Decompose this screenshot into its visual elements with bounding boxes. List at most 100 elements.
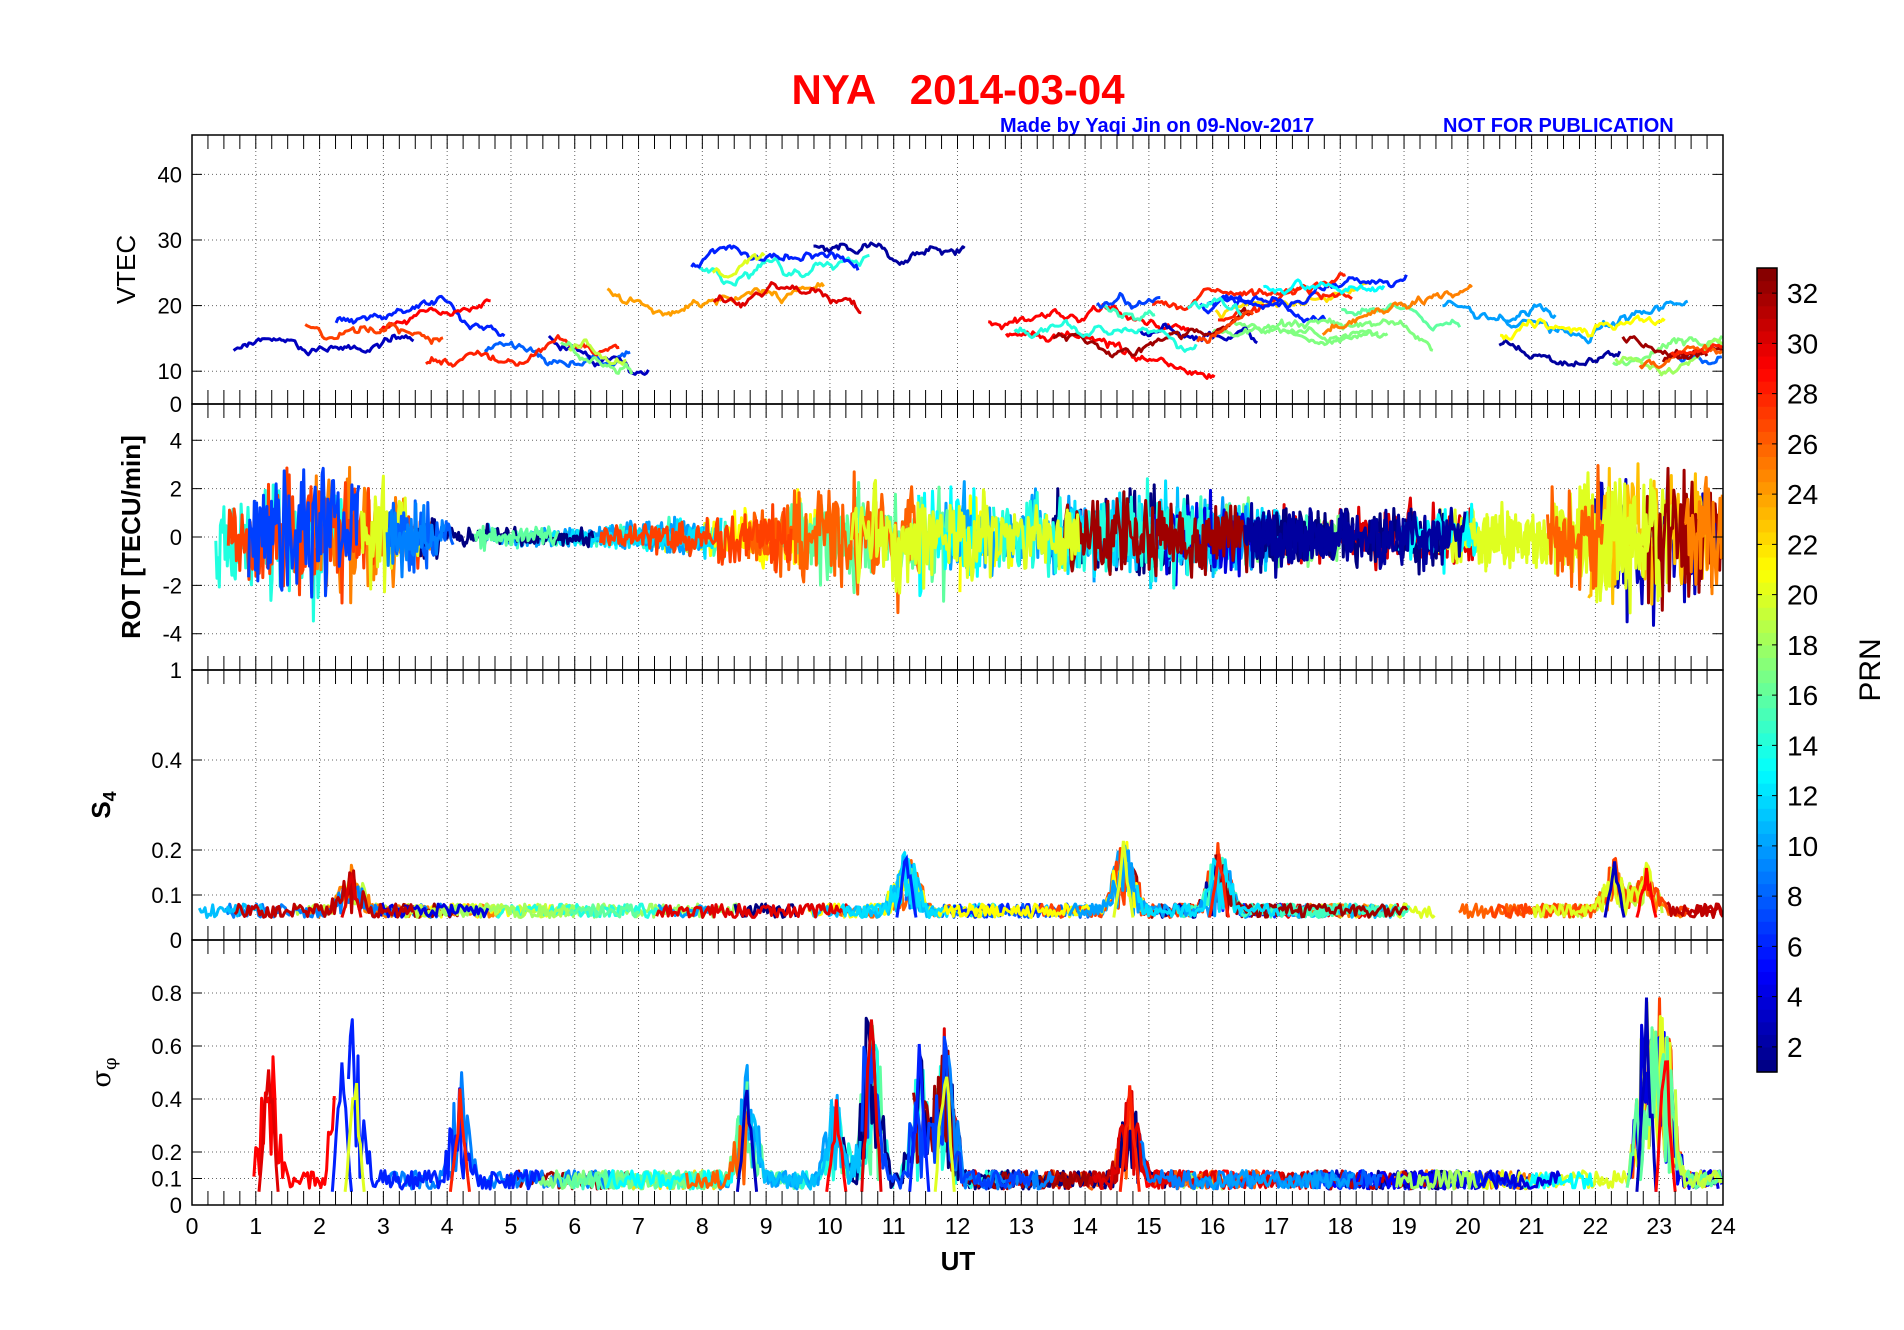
vtec-trace-prn-2 [813, 241, 966, 266]
vtec-trace-prn-10 [1442, 299, 1557, 323]
x-tick-label: 14 [1072, 1213, 1098, 1239]
x-tick-label: 16 [1200, 1213, 1226, 1239]
colorbar-swatch [1757, 318, 1777, 332]
s4-peak [340, 871, 363, 918]
colorbar-swatch [1757, 393, 1777, 407]
colorbar-tick-label: 32 [1787, 278, 1818, 309]
colorbar-tick-label: 16 [1787, 680, 1818, 711]
colorbar-swatch [1757, 481, 1777, 495]
s4-traces [197, 840, 1723, 919]
vtec-trace-prn-20 [711, 252, 766, 279]
sigma_phi-peak [343, 1082, 366, 1192]
colorbar-tick-label: 8 [1787, 881, 1803, 912]
vtec-trace-prn-6 [690, 244, 860, 271]
vtec-ytick-label: 10 [158, 359, 182, 384]
x-tick-label: 9 [760, 1213, 773, 1239]
vtec-xticks [191, 135, 1724, 404]
vtec-ytick-label: 30 [158, 228, 182, 253]
colorbar-swatch [1757, 657, 1777, 671]
colorbar-swatch [1757, 619, 1777, 633]
vtec-trace-prn-28 [1670, 343, 1723, 358]
colorbar-swatch [1757, 745, 1777, 759]
rot-trace-prn-26 [1546, 464, 1605, 591]
x-tick-label: 8 [696, 1213, 709, 1239]
sigma_phi-ytick-label: 0 [170, 1193, 182, 1218]
colorbar-swatch [1757, 908, 1777, 922]
rot-trace-prn-16 [473, 524, 560, 552]
colorbar-swatch [1757, 682, 1777, 696]
vtec-yticks: 10 20 30 40 [158, 162, 1723, 384]
colorbar-swatch [1757, 556, 1777, 571]
vtec-trace-prn-28 [425, 334, 620, 368]
x-tick-label: 2 [313, 1213, 326, 1239]
x-tick-label: 3 [377, 1213, 390, 1239]
sigma_phi-trace-prn-18 [1395, 1169, 1479, 1191]
colorbar-swatch [1757, 456, 1777, 470]
colorbar-swatch [1757, 1034, 1777, 1048]
colorbar-swatch [1757, 933, 1777, 947]
s4-trace-prn-16 [568, 902, 640, 919]
colorbar-swatch [1757, 695, 1777, 709]
rot-ytick-label: -4 [162, 622, 182, 647]
sigma_phi-trace-prn-19 [1673, 1089, 1723, 1189]
x-tick-label: 10 [817, 1213, 843, 1239]
vtec-trace-prn-17 [1282, 326, 1389, 345]
vtec-trace-prn-14 [1013, 318, 1198, 353]
colorbar-swatch [1757, 1021, 1777, 1035]
x-tick-label: 13 [1008, 1213, 1034, 1239]
vtec-trace-prn-6 [334, 294, 506, 338]
sigma_phi-trace-prn-9 [946, 1054, 1055, 1191]
s4-trace-prn-12 [839, 857, 945, 919]
colorbar-tick-label: 2 [1787, 1032, 1803, 1063]
sigma_phi-peak [1654, 1060, 1677, 1192]
colorbar-swatch [1757, 946, 1777, 960]
panel-sigma_phi: 00.10.20.40.60.8σφ [87, 939, 1724, 1218]
x-tick-label: 1 [249, 1213, 262, 1239]
colorbar-swatch [1757, 544, 1777, 558]
rot-trace-prn-20 [849, 478, 1081, 595]
vtec-trace-prn-19 [567, 338, 627, 366]
vtec-trace-prn-6 [1206, 274, 1408, 310]
vtec-ytick-label: 20 [158, 294, 182, 319]
s4-peak [1112, 840, 1135, 918]
colorbar-swatch [1757, 732, 1777, 746]
colorbar-swatch [1757, 820, 1777, 834]
rot-trace-prn-4 [1146, 488, 1261, 587]
colorbar-swatch [1757, 343, 1777, 357]
colorbar-tick-label: 4 [1787, 982, 1803, 1013]
s4-trace-prn-31 [1686, 902, 1723, 917]
vtec-trace-prn-27 [1196, 310, 1255, 344]
x-tick-label: 17 [1264, 1213, 1290, 1239]
vtec-trace-prn-25 [1321, 283, 1473, 336]
colorbar-swatch [1757, 594, 1777, 608]
colorbar-swatch [1757, 582, 1777, 596]
colorbar-swatch [1757, 293, 1777, 307]
s4-peak [895, 854, 918, 918]
vtec-trace-prn-18 [1614, 338, 1723, 377]
sigma_phi-xticks [191, 940, 1724, 1205]
colorbar-swatch [1757, 670, 1777, 684]
vtec-trace-prn-7 [1096, 291, 1161, 310]
colorbar-swatch [1757, 406, 1777, 420]
rot-ylabel: ROT [TECU/min] [116, 435, 146, 639]
colorbar-tick-label: 10 [1787, 831, 1818, 862]
x-tick-label: 12 [945, 1213, 971, 1239]
s4-peak [1208, 853, 1231, 918]
colorbar-tick-label: 30 [1787, 328, 1818, 359]
rot-xticks [191, 404, 1724, 670]
sigma_phi-peak [908, 1043, 931, 1192]
colorbar-swatch [1757, 783, 1777, 797]
s4-trace-prn-12 [1135, 857, 1281, 918]
rot-ytick-label: 0 [170, 525, 182, 550]
s4-trace-prn-31 [1666, 901, 1723, 919]
s4-ytick-label: 0 [170, 928, 182, 953]
colorbar-swatch [1757, 971, 1777, 985]
colorbar-swatch [1757, 355, 1777, 370]
x-tick-label: 22 [1583, 1213, 1609, 1239]
rot-trace-prn-32 [1062, 490, 1250, 579]
colorbar-swatch [1757, 984, 1777, 998]
x-tick-label: 23 [1646, 1213, 1672, 1239]
